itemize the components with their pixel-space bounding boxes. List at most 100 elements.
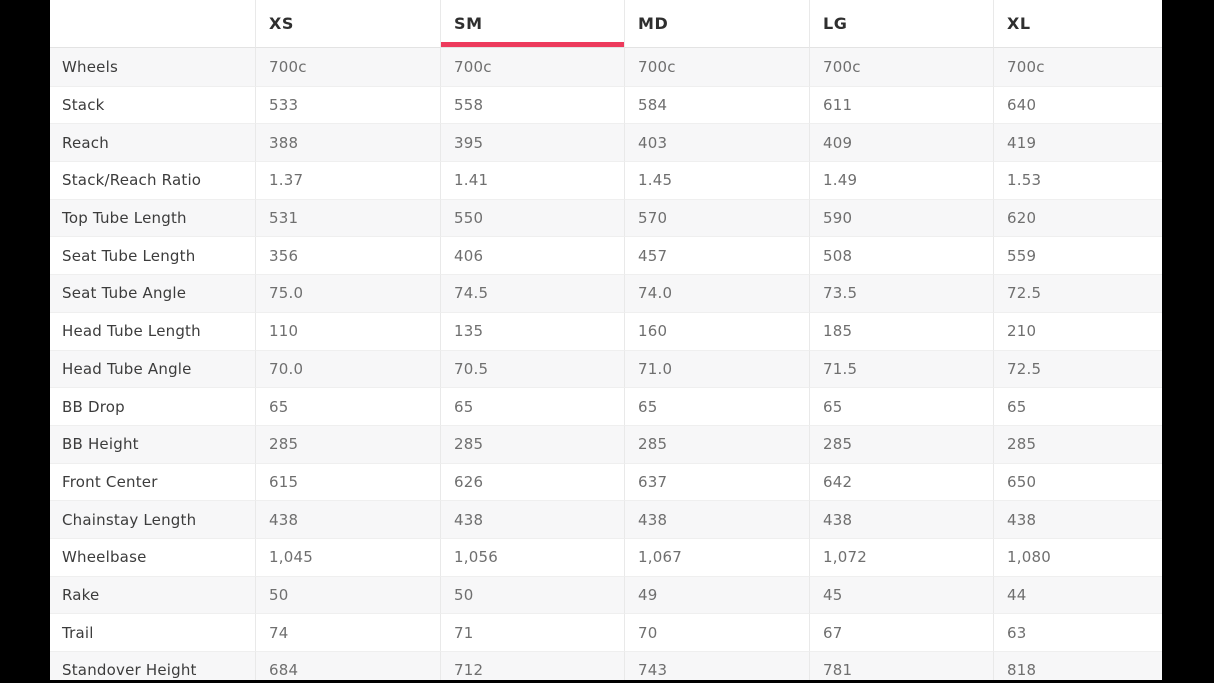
cell: 642 xyxy=(809,462,993,501)
cell: 285 xyxy=(993,424,1162,463)
cell: 438 xyxy=(993,500,1162,538)
size-tab-label: XS xyxy=(269,14,295,33)
cell: 50 xyxy=(255,575,440,614)
cell: 65 xyxy=(624,387,809,425)
cell: 531 xyxy=(255,198,440,237)
cell: 781 xyxy=(809,651,993,680)
table-row: Rake 50 50 49 45 44 xyxy=(50,575,1162,614)
cell: 70 xyxy=(624,613,809,651)
size-tab-label: MD xyxy=(638,14,669,33)
cell: 700c xyxy=(255,48,440,86)
row-label: Stack xyxy=(50,85,255,124)
cell: 419 xyxy=(993,123,1162,162)
cell: 74.5 xyxy=(440,274,624,312)
cell: 684 xyxy=(255,651,440,680)
row-label: Top Tube Length xyxy=(50,198,255,237)
cell: 45 xyxy=(809,575,993,614)
cell: 559 xyxy=(993,236,1162,275)
cell: 438 xyxy=(440,500,624,538)
cell: 285 xyxy=(624,424,809,463)
table-row: Head Tube Angle 70.0 70.5 71.0 71.5 72.5 xyxy=(50,349,1162,388)
table-row: Front Center 615 626 637 642 650 xyxy=(50,462,1162,501)
active-tab-underline xyxy=(441,42,624,47)
cell: 1.41 xyxy=(440,161,624,199)
cell: 620 xyxy=(993,198,1162,237)
size-tab-xs[interactable]: XS xyxy=(255,0,440,48)
cell: 700c xyxy=(809,48,993,86)
row-label: Head Tube Length xyxy=(50,311,255,350)
cell: 640 xyxy=(993,85,1162,124)
cell: 65 xyxy=(255,387,440,425)
table-row: Reach 388 395 403 409 419 xyxy=(50,123,1162,162)
cell: 110 xyxy=(255,311,440,350)
cell: 72.5 xyxy=(993,274,1162,312)
cell: 73.5 xyxy=(809,274,993,312)
table-row: Trail 74 71 70 67 63 xyxy=(50,613,1162,651)
row-label: Wheels xyxy=(50,48,255,86)
geometry-table-card: XS SM MD LG XL Wheels 700c 700c 700c 700c 700c Sta… xyxy=(50,0,1162,680)
cell: 285 xyxy=(809,424,993,463)
cell: 637 xyxy=(624,462,809,501)
cell: 49 xyxy=(624,575,809,614)
cell: 558 xyxy=(440,85,624,124)
cell: 1,045 xyxy=(255,537,440,576)
table-row: Stack 533 558 584 611 640 xyxy=(50,85,1162,124)
size-tab-label: XL xyxy=(1007,14,1031,33)
table-row: Seat Tube Length 356 406 457 508 559 xyxy=(50,236,1162,275)
cell: 615 xyxy=(255,462,440,501)
row-label: Seat Tube Angle xyxy=(50,274,255,312)
size-tab-label: SM xyxy=(454,14,483,33)
cell: 70.5 xyxy=(440,349,624,388)
row-label: Head Tube Angle xyxy=(50,349,255,388)
cell: 590 xyxy=(809,198,993,237)
cell: 550 xyxy=(440,198,624,237)
row-label: Front Center xyxy=(50,462,255,501)
corner-cell xyxy=(50,0,255,48)
size-tabs-row: XS SM MD LG XL xyxy=(50,0,1162,48)
size-tab-md[interactable]: MD xyxy=(624,0,809,48)
row-label: Trail xyxy=(50,613,255,651)
cell: 67 xyxy=(809,613,993,651)
size-tab-sm[interactable]: SM xyxy=(440,0,624,48)
row-label: Rake xyxy=(50,575,255,614)
cell: 135 xyxy=(440,311,624,350)
cell: 1.49 xyxy=(809,161,993,199)
cell: 700c xyxy=(624,48,809,86)
cell: 508 xyxy=(809,236,993,275)
cell: 356 xyxy=(255,236,440,275)
cell: 1.45 xyxy=(624,161,809,199)
cell: 1.37 xyxy=(255,161,440,199)
table-row: BB Height 285 285 285 285 285 xyxy=(50,424,1162,463)
cell: 584 xyxy=(624,85,809,124)
table-row: Standover Height 684 712 743 781 818 xyxy=(50,651,1162,680)
table-row: Wheels 700c 700c 700c 700c 700c xyxy=(50,48,1162,86)
size-tab-label: LG xyxy=(823,14,848,33)
row-label: BB Height xyxy=(50,424,255,463)
cell: 70.0 xyxy=(255,349,440,388)
geometry-table: XS SM MD LG XL Wheels 700c 700c 700c 700c 700c Sta… xyxy=(50,0,1162,680)
cell: 626 xyxy=(440,462,624,501)
cell: 438 xyxy=(624,500,809,538)
cell: 285 xyxy=(440,424,624,463)
cell: 570 xyxy=(624,198,809,237)
cell: 438 xyxy=(809,500,993,538)
cell: 1.53 xyxy=(993,161,1162,199)
table-row: Seat Tube Angle 75.0 74.5 74.0 73.5 72.5 xyxy=(50,274,1162,312)
cell: 1,056 xyxy=(440,537,624,576)
cell: 1,067 xyxy=(624,537,809,576)
cell: 65 xyxy=(993,387,1162,425)
row-label: Seat Tube Length xyxy=(50,236,255,274)
row-label: BB Drop xyxy=(50,387,255,425)
row-label: Wheelbase xyxy=(50,537,255,576)
table-row: Wheelbase 1,045 1,056 1,067 1,072 1,080 xyxy=(50,537,1162,576)
cell: 611 xyxy=(809,85,993,124)
table-row: Head Tube Length 110 135 160 185 210 xyxy=(50,311,1162,350)
cell: 63 xyxy=(993,613,1162,651)
cell: 403 xyxy=(624,123,809,162)
cell: 712 xyxy=(440,651,624,680)
cell: 818 xyxy=(993,651,1162,680)
cell: 457 xyxy=(624,236,809,275)
cell: 71 xyxy=(440,613,624,651)
size-tab-lg[interactable]: LG xyxy=(809,0,993,48)
size-tab-xl[interactable]: XL xyxy=(993,0,1162,48)
